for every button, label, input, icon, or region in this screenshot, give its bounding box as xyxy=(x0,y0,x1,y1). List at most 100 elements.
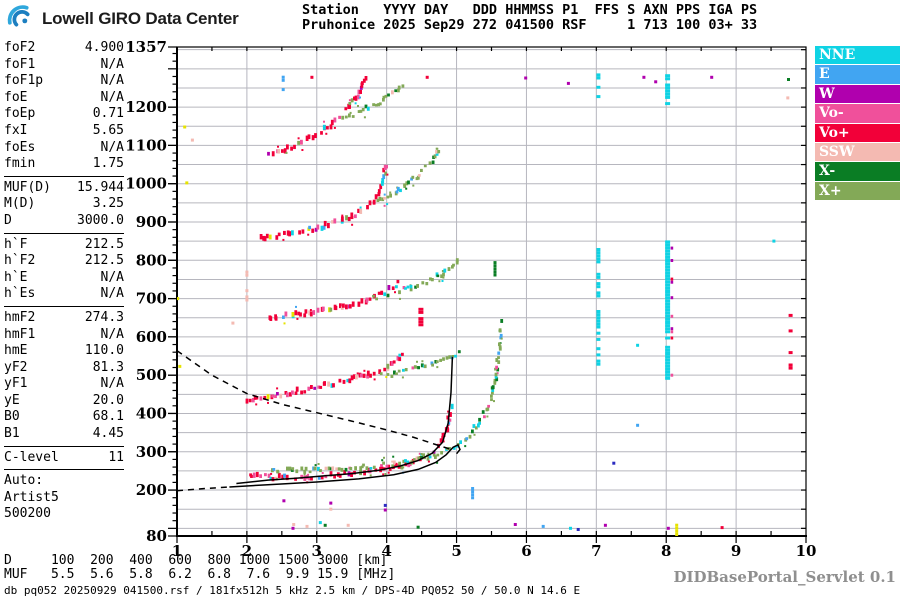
grid xyxy=(177,47,806,536)
parameter-label: B1 xyxy=(4,426,20,442)
x-tick-label: 7 xyxy=(591,542,601,560)
polarization-legend: NNE E W Vo- Vo+ SSW X- X+ xyxy=(815,46,900,201)
parameter-group: h`F 212.5 h`F2 212.5 h`E N/A h`Es N/A xyxy=(4,236,124,307)
parameter-value: 110.0 xyxy=(84,343,124,359)
interference-lines xyxy=(245,73,793,536)
parameter-label: C-level xyxy=(4,449,59,465)
autoscale-trace-curve xyxy=(236,356,454,485)
x-tick-label: 2 xyxy=(242,542,252,560)
parameter-label: 500200 xyxy=(4,506,51,522)
parameter-label: M(D) xyxy=(4,196,36,212)
giro-logo: Lowell GIRO Data Center xyxy=(6,4,239,34)
parameter-row: foF1 N/A xyxy=(4,57,124,74)
parameter-label: D xyxy=(4,212,12,228)
parameter-label: foF1p xyxy=(4,73,44,89)
parameter-value: N/A xyxy=(100,89,124,105)
parameter-row: hmF1 N/A xyxy=(4,327,124,344)
parameter-label: hmE xyxy=(4,343,28,359)
legend-item-x: X+ xyxy=(815,181,900,201)
x-tick-label: 9 xyxy=(731,542,741,560)
parameter-row: foF1p N/A xyxy=(4,73,124,90)
parameter-value: 81.3 xyxy=(92,359,124,375)
scatter-points xyxy=(245,76,504,484)
x-tick-label: 6 xyxy=(521,542,531,560)
y-tick-label: 1200 xyxy=(125,98,167,116)
parameter-row: h`F2 212.5 xyxy=(4,253,124,270)
legend-item-vo: Vo- xyxy=(815,104,900,123)
y-tick-label: 200 xyxy=(136,481,167,499)
parameter-value: 4.45 xyxy=(92,426,124,442)
parameter-value: N/A xyxy=(100,326,124,342)
y-tick-label: 80 xyxy=(146,527,167,545)
parameter-row: B0 68.1 xyxy=(4,409,124,426)
parameter-label: h`Es xyxy=(4,286,36,302)
parameter-label: fmin xyxy=(4,156,36,172)
legend-item-e: E xyxy=(815,65,900,84)
parameter-group: MUF(D) 15.944 M(D) 3.25 D 3000.0 xyxy=(4,179,124,234)
axis-ticks xyxy=(168,46,807,543)
parameter-row: Artist5 xyxy=(4,490,124,507)
parameter-row: yE 20.0 xyxy=(4,393,124,410)
parameter-value: 212.5 xyxy=(84,236,124,252)
y-tick-label: 1100 xyxy=(125,136,167,154)
parameter-label: hmF2 xyxy=(4,309,36,325)
parameter-value: 5.65 xyxy=(92,122,124,138)
parameter-row: h`E N/A xyxy=(4,270,124,287)
parameter-value: N/A xyxy=(100,269,124,285)
y-tick-label: 800 xyxy=(136,251,167,269)
parameter-row: MUF(D) 15.944 xyxy=(4,180,124,197)
giro-wave-icon xyxy=(7,5,30,27)
legend-item-nne: NNE xyxy=(815,46,900,65)
parameter-row: M(D) 3.25 xyxy=(4,196,124,213)
parameter-label: h`F2 xyxy=(4,253,36,269)
muf-row: MUF 5.5 5.6 5.8 6.2 6.8 7.6 9.9 15.9 [MH… xyxy=(4,567,396,582)
parameter-label: h`E xyxy=(4,269,28,285)
parameter-label: Artist5 xyxy=(4,489,59,505)
logo-text: Lowell GIRO Data Center xyxy=(42,9,239,28)
parameter-value: N/A xyxy=(100,139,124,155)
parameter-row: yF2 81.3 xyxy=(4,360,124,377)
parameter-row: foEs N/A xyxy=(4,140,124,157)
profile-curve-extrapolated xyxy=(177,486,230,492)
y-tick-label: 600 xyxy=(136,328,167,346)
parameter-row: hmE 110.0 xyxy=(4,343,124,360)
legend-item-vo: Vo+ xyxy=(815,123,900,142)
parameter-value: 4.900 xyxy=(84,40,124,55)
sporadic-dots xyxy=(177,75,790,531)
transmission-curve xyxy=(177,350,453,451)
d-distance-row: D 100 200 400 600 800 1000 1500 3000 [km… xyxy=(4,553,388,568)
parameter-row: h`F 212.5 xyxy=(4,237,124,254)
station-header: Station YYYY DAY DDD HHMMSS P1 FFS S AXN… xyxy=(302,2,758,33)
servlet-version-label: DIDBasePortal_Servlet 0.1 xyxy=(673,568,896,586)
x-tick-label: 3 xyxy=(312,542,322,560)
parameter-row: C-level 11 xyxy=(4,450,124,467)
parameter-row: h`Es N/A xyxy=(4,286,124,303)
y-tick-label: 1357 xyxy=(125,38,167,56)
parameter-row: foEp 0.71 xyxy=(4,106,124,123)
x-tick-label: 4 xyxy=(381,542,391,560)
parameter-label: Auto: xyxy=(4,473,44,489)
parameter-row: B1 4.45 xyxy=(4,426,124,443)
x-tick-label: 10 xyxy=(796,542,817,560)
legend-item-x: X- xyxy=(815,162,900,181)
parameter-row: hmF2 274.3 xyxy=(4,310,124,327)
parameter-group: foF2 4.900 foF1 N/A foF1p N/A foE N/A foEp 0.71 fx… xyxy=(4,39,124,177)
legend-item-w: W xyxy=(815,84,900,104)
parameter-value: 68.1 xyxy=(92,409,124,425)
parameter-value: 3.25 xyxy=(92,196,124,212)
parameter-value: N/A xyxy=(100,286,124,302)
x-axis-labels: 1 2 3 4 5 6 7 8 9 10 xyxy=(172,542,817,560)
parameter-label: foEp xyxy=(4,106,36,122)
parameter-value: 212.5 xyxy=(84,253,124,269)
parameter-group: hmF2 274.3 hmF1 N/A hmE 110.0 yF2 81.3 yF1 N/A yE 2… xyxy=(4,309,124,447)
parameter-value: 274.3 xyxy=(84,309,124,325)
parameter-label: foEs xyxy=(4,139,36,155)
parameter-label: MUF(D) xyxy=(4,179,51,195)
x-tick-label: 8 xyxy=(661,542,671,560)
parameter-value: 1.75 xyxy=(92,156,124,172)
parameter-value: 20.0 xyxy=(92,392,124,408)
profile-curve xyxy=(229,443,461,488)
status-line: db pq052 20250929 041500.rsf / 181fx512h… xyxy=(4,584,581,597)
